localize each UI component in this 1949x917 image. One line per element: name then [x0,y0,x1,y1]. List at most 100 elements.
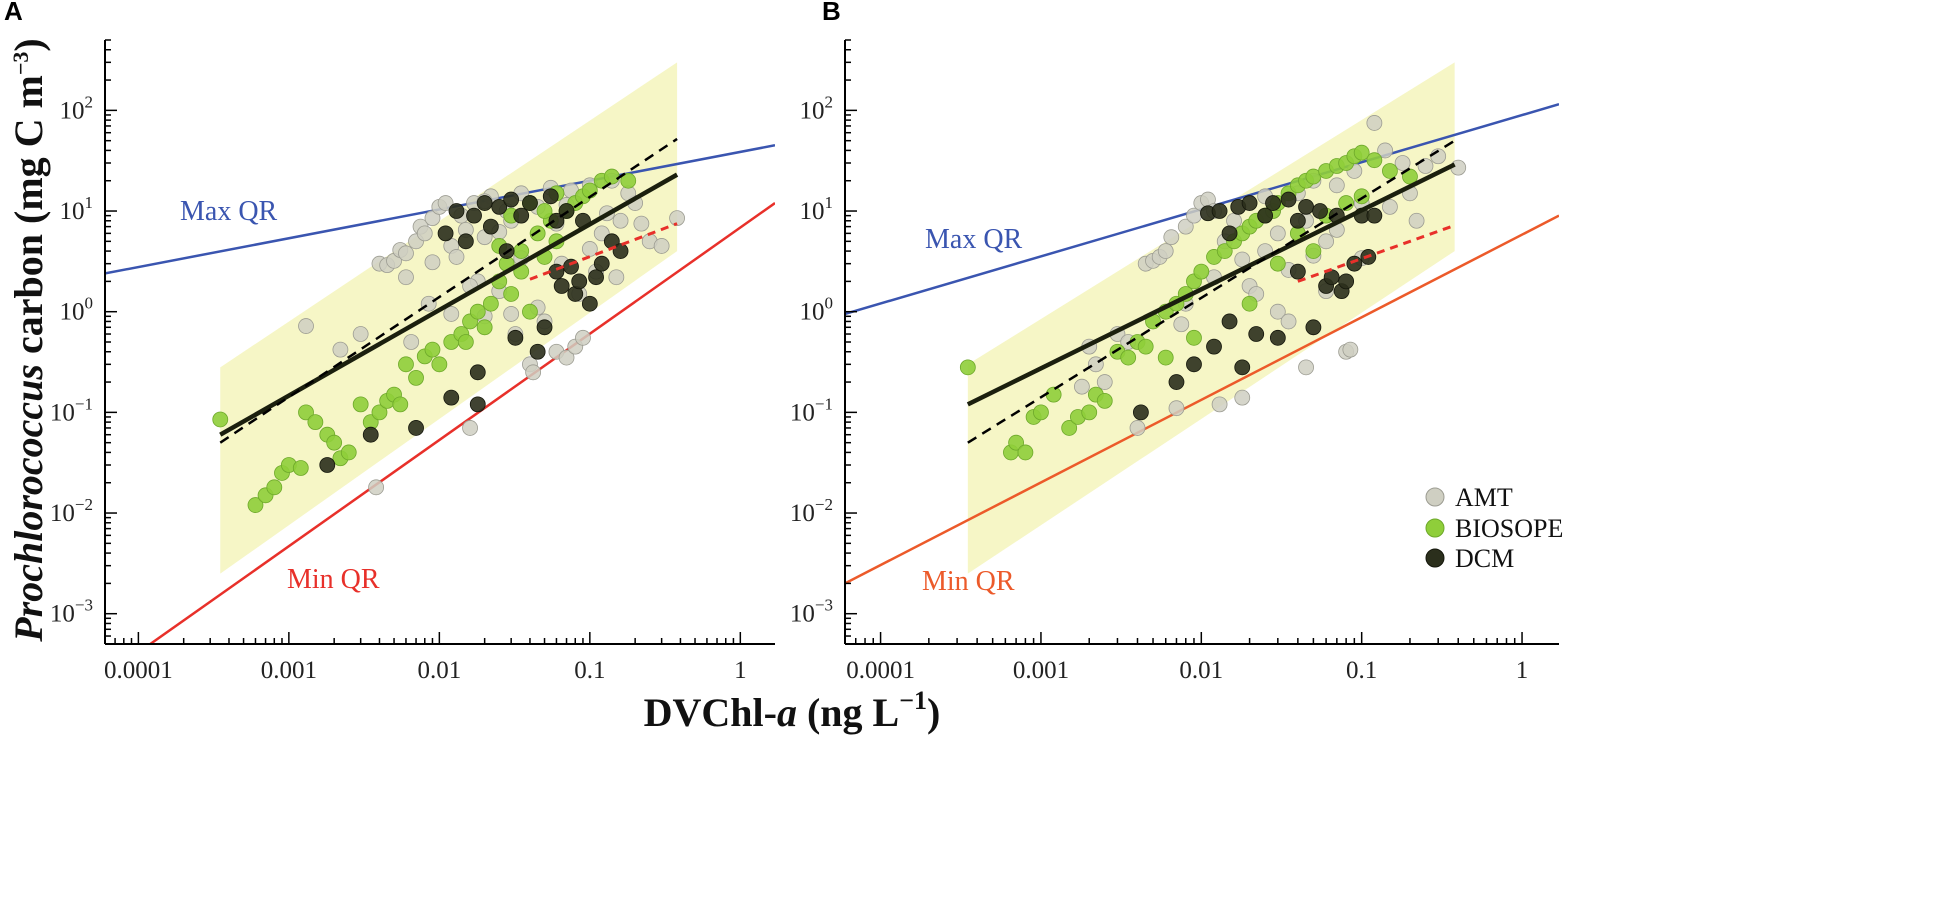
point-dcm [553,278,570,294]
min-qr-line [149,202,775,644]
point-biosope [1120,349,1137,366]
point-dcm [1289,263,1306,280]
point-biosope [1353,188,1370,205]
point-biosope [536,203,553,219]
point-dcm [448,203,465,219]
point-amt [525,364,542,381]
point-amt [1269,303,1286,320]
legend-label-dcm: DCM [1455,544,1514,573]
point-biosope [307,414,324,431]
y-tick-label: 10−2 [50,495,93,527]
panel-b-letter: B [822,0,841,26]
point-biosope [1061,420,1078,436]
dcm-fit-line [529,222,678,281]
y-tick-label: 101 [60,193,94,225]
point-amt [1073,378,1090,395]
point-dcm [1366,207,1383,224]
point-biosope [620,172,637,189]
point-amt [1377,142,1394,159]
point-biosope [292,460,309,476]
point-amt [298,318,314,334]
min-qr-label: Min QR [922,566,1015,597]
axes: 0.0001 0.001 0.01 0.1 1 10−3 10−2 10−1 100 101 102 [50,39,775,684]
point-dcm [1269,329,1286,346]
point-amt [1269,225,1286,242]
point-amt [448,249,465,265]
point-biosope [326,434,343,451]
point-dcm [469,364,486,381]
point-amt [608,269,625,286]
point-dcm [1248,326,1265,342]
panel-a: A 0.0001 0.001 0.01 0.1 1 10−3 10−2 10−1 100 101 1… [4,0,775,684]
point-dcm [1280,191,1297,208]
point-biosope [1017,444,1034,461]
point-amt [424,254,441,271]
max-qr-label: Max QR [925,224,1023,255]
point-dcm [476,195,493,211]
point-amt [581,241,598,257]
point-dcm [443,389,460,406]
fit-line-dashed [967,139,1456,444]
point-amt [332,341,349,358]
point-biosope [1157,349,1174,366]
point-dcm [1186,356,1202,373]
point-dcm [1346,255,1363,272]
point-amt [1211,396,1228,413]
x-tick-label: 1 [1516,657,1529,684]
point-amt [1157,243,1174,259]
point-biosope [1137,338,1154,355]
point-dcm [1168,374,1185,390]
point-biosope [266,479,283,496]
point-amt [437,195,454,211]
point-amt [1168,400,1185,417]
min-qr-line [845,214,1559,585]
y-tick-label: 100 [800,294,834,326]
legend-label-biosope: BIOSOPE [1455,514,1563,543]
point-dcm [507,329,524,346]
point-dcm [612,243,629,259]
point-dcm [513,207,530,224]
x-tick-label: 0.0001 [846,657,915,684]
point-amt [1318,233,1334,250]
fit-line-dashed [219,137,678,444]
point-dcm [1312,203,1328,219]
point-amt [669,210,685,227]
point-biosope [1033,404,1049,421]
point-dcm [1305,319,1322,336]
point-biosope [513,243,530,259]
point-amt [462,420,478,436]
point-biosope [212,411,229,428]
point-amt [398,269,414,286]
fit-line-solid [966,162,1456,407]
point-biosope [469,303,486,320]
point-dcm [1234,359,1251,376]
point-amt [1366,115,1383,131]
point-biosope [1193,263,1210,280]
point-biosope [1045,386,1062,403]
point-amt [1177,218,1194,235]
point-amt [398,245,414,262]
x-tick-label: 0.1 [1346,657,1377,684]
legend-label-amt: AMT [1455,483,1513,512]
point-biosope [1096,392,1113,409]
point-amt [1342,341,1359,358]
point-biosope [1186,329,1202,346]
scatter-points [959,115,1467,461]
point-dcm [1338,273,1355,290]
point-amt [1129,420,1146,436]
prediction-band-area [967,62,1455,574]
x-tick-label: 0.01 [1179,657,1223,684]
y-tick-label: 10−2 [790,495,833,527]
point-dcm [319,457,336,473]
point-amt [633,215,650,232]
scatter-points [212,168,685,513]
point-dcm [1211,203,1228,219]
point-biosope [1269,255,1286,272]
point-amt [1280,313,1297,330]
point-amt [612,212,629,229]
point-amt [403,334,420,350]
point-amt [1394,155,1411,171]
point-biosope [392,396,409,413]
point-amt [352,326,369,342]
